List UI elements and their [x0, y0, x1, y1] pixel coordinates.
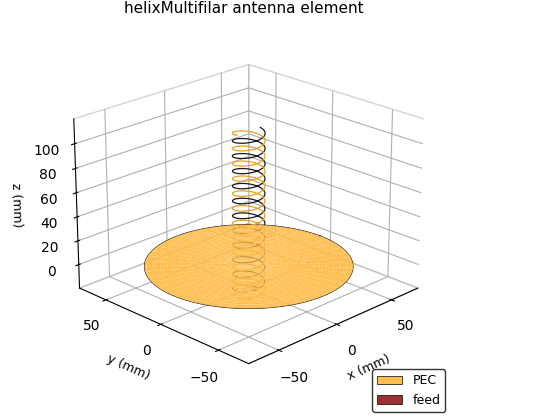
X-axis label: x (mm): x (mm)	[346, 353, 392, 383]
Legend: PEC, feed: PEC, feed	[372, 370, 445, 412]
Title: helixMultifilar antenna element: helixMultifilar antenna element	[124, 1, 363, 16]
Y-axis label: y (mm): y (mm)	[105, 353, 152, 383]
